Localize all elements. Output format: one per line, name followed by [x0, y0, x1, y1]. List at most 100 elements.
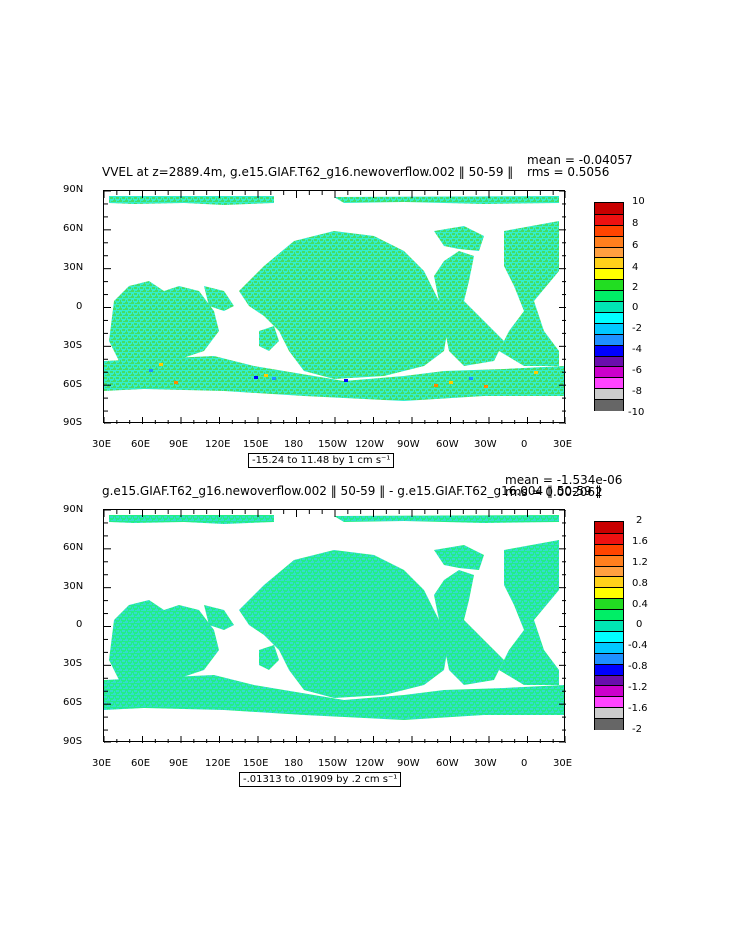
- colorbar-swatch: [595, 620, 623, 632]
- ocean-region: [259, 326, 279, 351]
- panel-1-map-frame: [103, 190, 566, 424]
- lat-label: 0: [76, 619, 83, 630]
- colorbar-swatch: [595, 377, 623, 390]
- lon-label: 150W: [318, 758, 347, 769]
- colorbar-label: -1.2: [628, 682, 648, 693]
- colorbar-swatch: [595, 311, 623, 324]
- lon-label: 150E: [243, 758, 269, 769]
- panel-1-title: VVEL at z=2889.4m, g.e15.GIAF.T62_g16.ne…: [102, 165, 514, 179]
- ocean-region: [109, 600, 219, 685]
- colorbar-label: 1.2: [632, 557, 648, 568]
- colorbar-label: 10: [632, 196, 645, 207]
- colorbar-swatch: [595, 543, 623, 556]
- lat-label: 90S: [63, 736, 83, 747]
- ocean-region: [204, 605, 234, 630]
- lat-label: 30N: [63, 581, 84, 592]
- colorbar-swatch: [595, 213, 623, 226]
- ocean-region: [434, 570, 504, 685]
- ocean-region: [109, 515, 274, 524]
- ocean-region: [499, 221, 559, 366]
- ocean-region: [239, 231, 449, 379]
- colorbar-label: -4: [632, 344, 642, 355]
- lon-label: 180: [284, 439, 304, 450]
- panel-1-map: [104, 191, 566, 424]
- anomaly-spot: [159, 363, 163, 366]
- lat-label: 30S: [63, 658, 83, 669]
- colorbar-swatch: [595, 663, 623, 676]
- lon-label: 90E: [169, 758, 189, 769]
- colorbar-label: 0.8: [632, 578, 648, 589]
- colorbar-swatch: [595, 322, 623, 335]
- colorbar-label: 0: [636, 619, 643, 630]
- lon-label: 30E: [92, 758, 112, 769]
- ocean-region: [499, 540, 559, 685]
- colorbar-label: -8: [632, 386, 642, 397]
- lat-label: 60N: [63, 223, 84, 234]
- panel-1-rms: rms = 0.5056: [527, 165, 610, 179]
- panel-2-title: g.e15.GIAF.T62_g16.newoverflow.002 ‖ 50-…: [102, 484, 602, 498]
- ocean-region: [434, 226, 484, 251]
- lon-label: 180: [284, 758, 304, 769]
- anomaly-spot: [272, 377, 276, 380]
- panel-1-range-label: -15.24 to 11.48 by 1 cm s⁻¹: [248, 453, 395, 468]
- panel-2-rms: rms = 0.002062: [505, 485, 603, 499]
- lon-label: 150W: [318, 439, 347, 450]
- colorbar-swatch: [595, 290, 623, 303]
- lon-label: 120E: [205, 758, 231, 769]
- colorbar-swatch: [595, 333, 623, 346]
- ocean-region: [109, 281, 219, 366]
- anomaly-spot: [449, 381, 453, 384]
- lon-label: 30E: [553, 439, 573, 450]
- lat-label: 60S: [63, 379, 83, 390]
- colorbar-swatch: [595, 344, 623, 357]
- colorbar-swatch: [595, 532, 623, 545]
- lon-label: 30E: [92, 439, 112, 450]
- lat-label: 60S: [63, 697, 83, 708]
- colorbar-swatch: [595, 522, 623, 534]
- colorbar-swatch: [595, 641, 623, 654]
- ocean-region: [334, 196, 559, 204]
- anomaly-spot: [264, 374, 268, 377]
- colorbar-label: -1.6: [628, 703, 648, 714]
- colorbar-label: 6: [632, 240, 639, 251]
- lon-label: 30E: [553, 758, 573, 769]
- colorbar-label: 2: [636, 515, 643, 526]
- colorbar-label: -6: [632, 365, 642, 376]
- colorbar-swatch: [595, 224, 623, 237]
- colorbar-swatch: [595, 203, 623, 215]
- colorbar-swatch: [595, 246, 623, 259]
- colorbar-swatch: [595, 630, 623, 643]
- colorbar-swatch: [595, 565, 623, 578]
- lon-label: 60E: [131, 758, 151, 769]
- ocean-region: [109, 196, 274, 205]
- lon-label: 30W: [474, 758, 497, 769]
- colorbar-swatch: [595, 268, 623, 281]
- colorbar-label: -0.8: [628, 661, 648, 672]
- colorbar-swatch: [595, 366, 623, 379]
- colorbar-label: -10: [628, 407, 645, 418]
- lon-label: 90W: [397, 439, 420, 450]
- panel-1-colorbar: [594, 202, 624, 411]
- ocean-region: [334, 515, 559, 523]
- colorbar-label: -0.4: [628, 640, 648, 651]
- colorbar-swatch: [595, 355, 623, 368]
- lon-label: 0: [521, 439, 528, 450]
- ocean-region: [104, 356, 564, 401]
- colorbar-swatch: [595, 696, 623, 709]
- ocean-region: [434, 545, 484, 570]
- lat-label: 90S: [63, 417, 83, 428]
- anomaly-spot: [344, 379, 348, 382]
- lon-label: 90W: [397, 758, 420, 769]
- lat-label: 30S: [63, 340, 83, 351]
- lon-label: 60W: [436, 439, 459, 450]
- lon-label: 0: [521, 758, 528, 769]
- ocean-region: [239, 550, 449, 698]
- panel-2-mean: mean = -1.534e-06: [505, 473, 623, 487]
- lat-label: 0: [76, 301, 83, 312]
- ocean-region: [434, 251, 504, 366]
- lon-label: 120E: [205, 439, 231, 450]
- colorbar-swatch: [595, 576, 623, 589]
- colorbar-swatch: [595, 587, 623, 600]
- colorbar-label: 8: [632, 218, 639, 229]
- lon-label: 60W: [436, 758, 459, 769]
